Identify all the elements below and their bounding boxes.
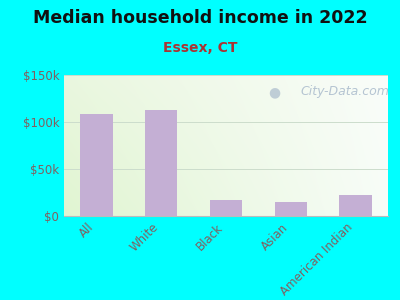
- Bar: [275, 202, 307, 216]
- Text: Median household income in 2022: Median household income in 2022: [33, 9, 367, 27]
- Text: Essex, CT: Essex, CT: [163, 40, 237, 55]
- Text: ●: ●: [268, 85, 281, 99]
- Bar: [210, 200, 242, 216]
- Text: City-Data.com: City-Data.com: [300, 85, 389, 98]
- Bar: [339, 195, 372, 216]
- Bar: [145, 110, 178, 216]
- Bar: [80, 115, 113, 216]
